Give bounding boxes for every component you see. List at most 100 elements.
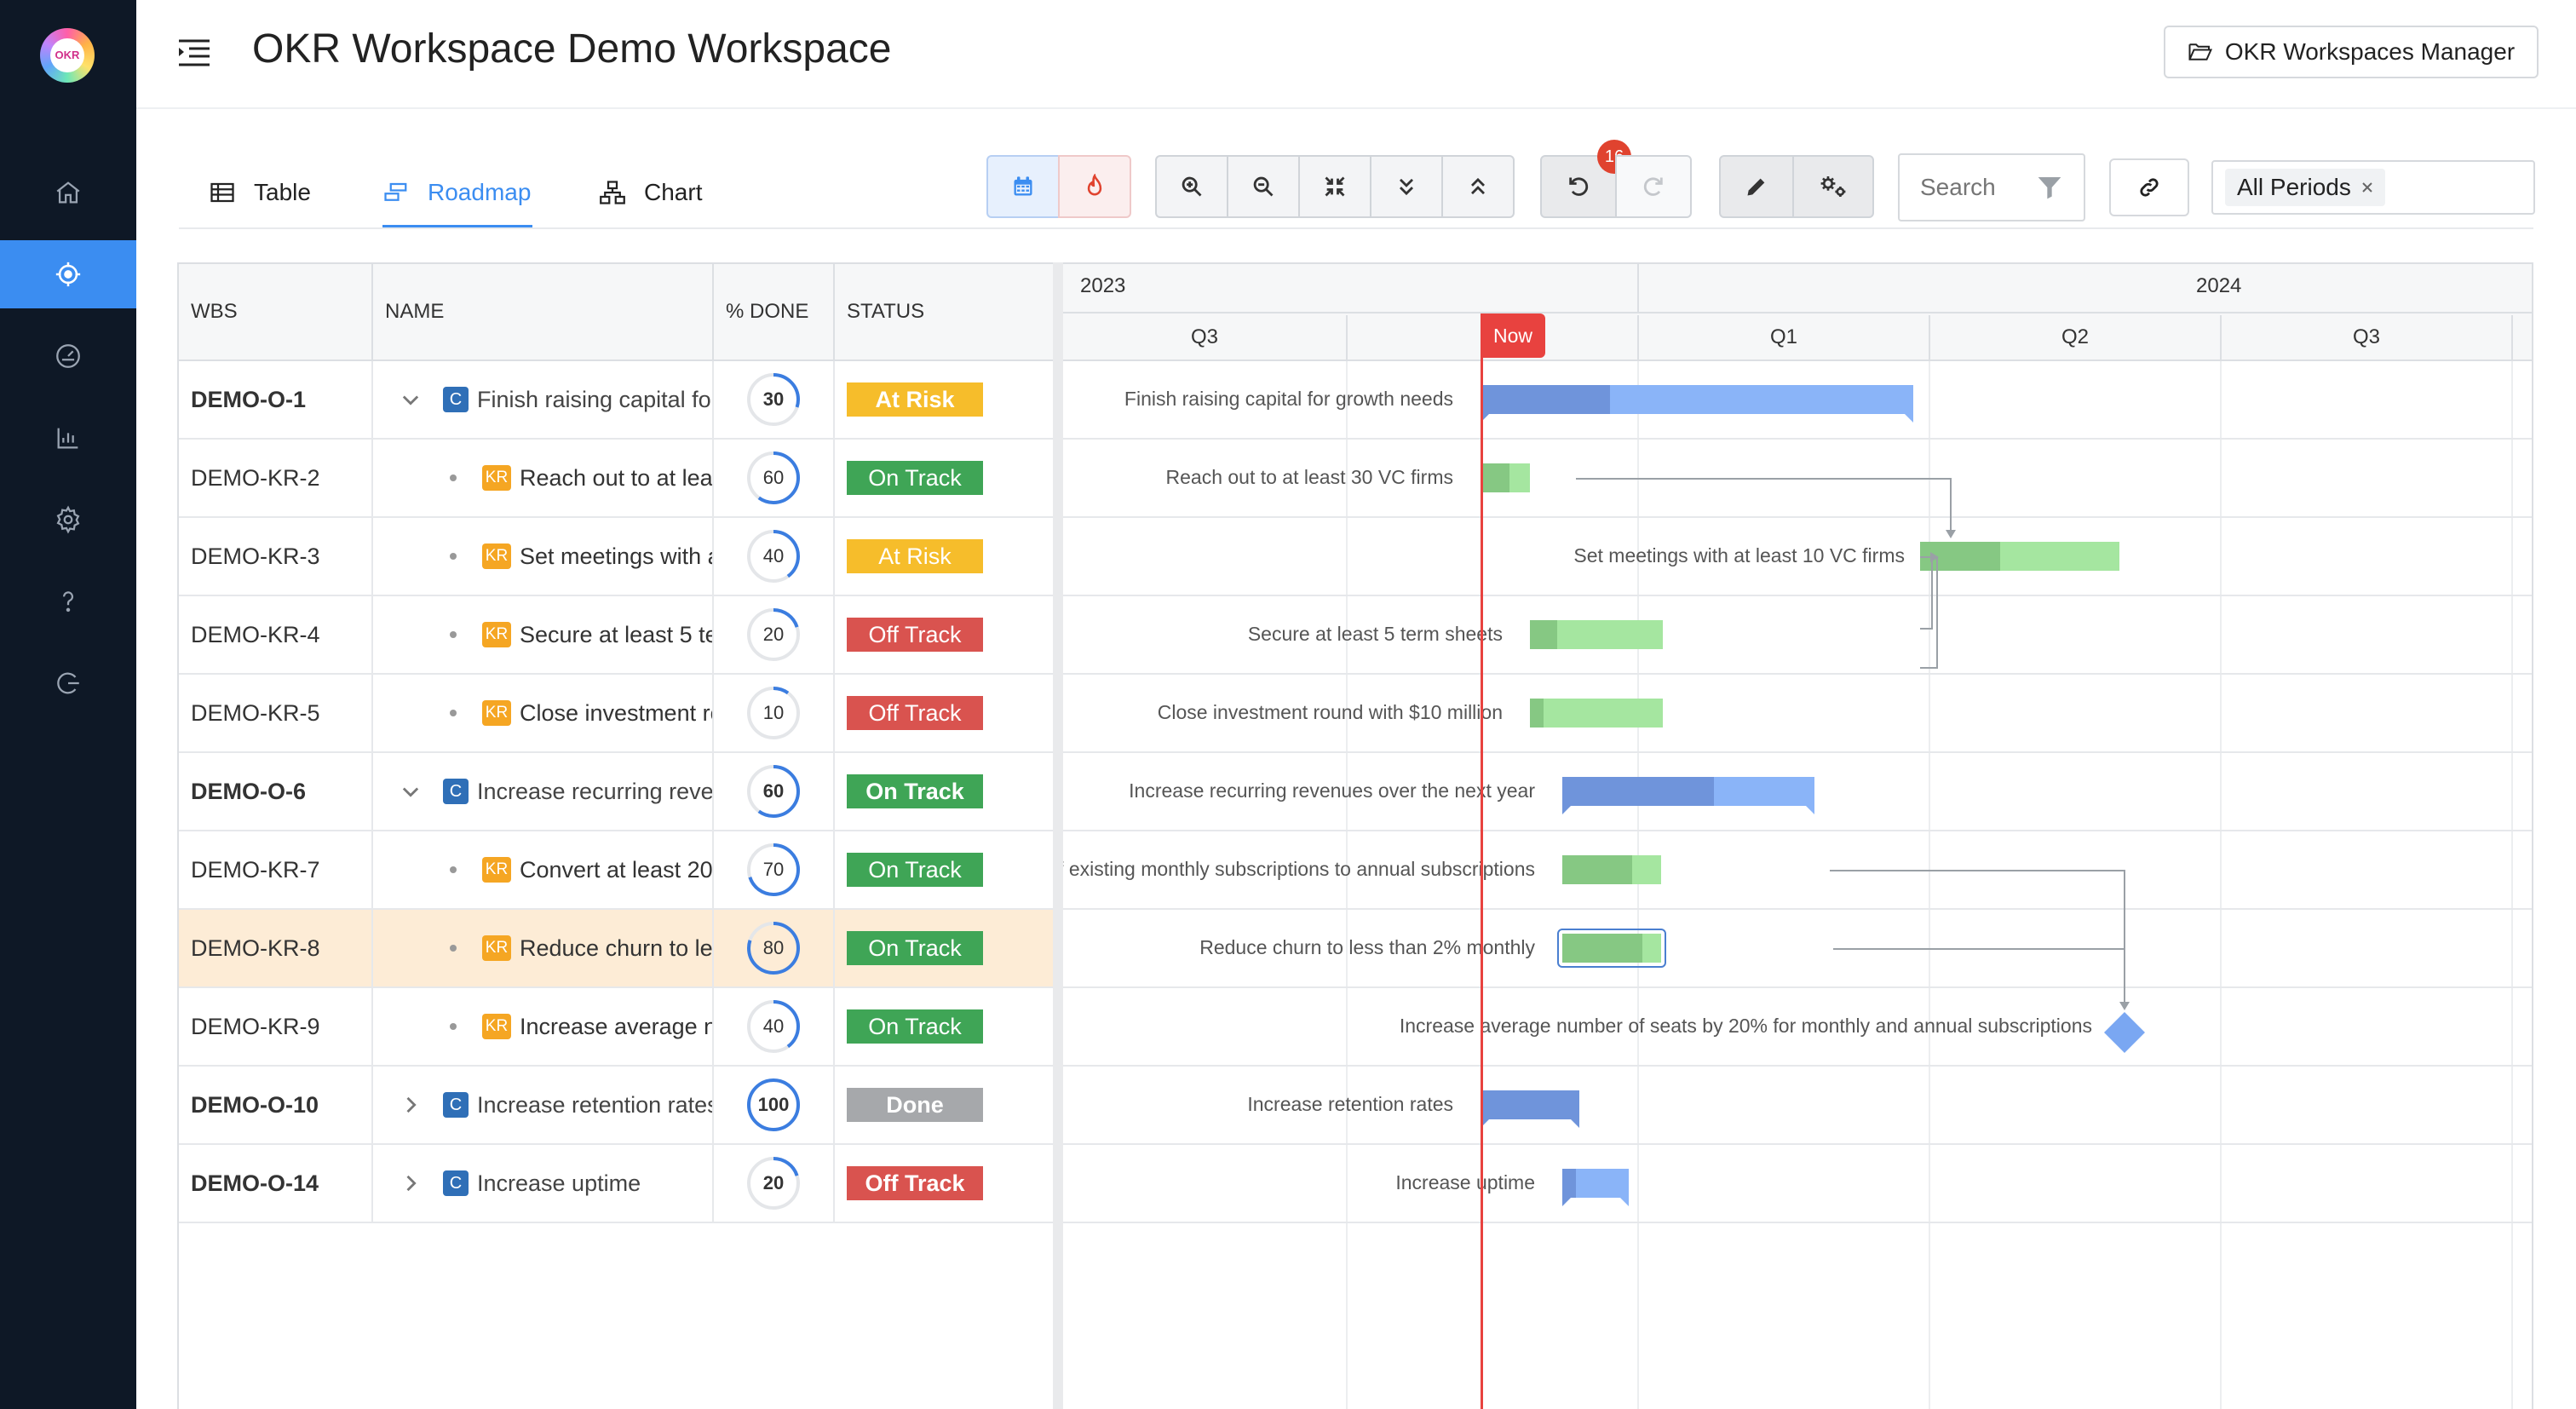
- name-cell[interactable]: C Increase uptime: [373, 1145, 714, 1222]
- calendar-view-button[interactable]: [986, 155, 1060, 218]
- objective-bar[interactable]: [1562, 777, 1814, 814]
- expand-all-button[interactable]: [1370, 155, 1443, 218]
- name-cell[interactable]: C Finish raising capital for growth needs: [373, 361, 714, 438]
- table-row[interactable]: DEMO-O-14 C Increase uptime 20 Off Track: [179, 1145, 1055, 1223]
- gridline: [1929, 361, 1930, 1409]
- name-cell[interactable]: KR Close investment round with $10 millio…: [373, 675, 714, 751]
- redo-button[interactable]: [1615, 155, 1692, 218]
- search-box[interactable]: [1898, 153, 2085, 221]
- table-row[interactable]: DEMO-KR-7 KR Convert at least 20% of exist…: [179, 831, 1055, 910]
- chevron-right-icon[interactable]: [399, 1093, 423, 1117]
- gantt-row-divider: [1063, 516, 2532, 518]
- status-cell[interactable]: Done: [835, 1067, 1055, 1143]
- chevron-down-icon[interactable]: [399, 779, 423, 803]
- remove-tag-icon[interactable]: [2361, 181, 2373, 193]
- filter-icon[interactable]: [2036, 174, 2063, 201]
- okr-name: Increase recurring revenues over the nex…: [477, 778, 714, 804]
- column-header-wbs[interactable]: WBS: [179, 264, 373, 359]
- nav-reports[interactable]: [0, 404, 136, 472]
- key-result-type-badge: KR: [482, 857, 511, 883]
- objective-bar[interactable]: [1562, 1169, 1629, 1206]
- name-cell[interactable]: KR Increase average number of seats by 20…: [373, 988, 714, 1065]
- search-input[interactable]: [1920, 174, 2031, 201]
- status-cell[interactable]: At Risk: [835, 518, 1055, 595]
- column-header-name[interactable]: NAME: [373, 264, 714, 359]
- nav-help[interactable]: [0, 567, 136, 635]
- table-row[interactable]: DEMO-KR-4 KR Secure at least 5 term sheets…: [179, 596, 1055, 675]
- fit-to-screen-button[interactable]: [1298, 155, 1371, 218]
- nav-home[interactable]: [0, 158, 136, 227]
- gears-icon: [1820, 176, 1846, 197]
- name-cell[interactable]: C Increase recurring revenues over the ne…: [373, 753, 714, 830]
- key-result-bar[interactable]: [1481, 463, 1530, 492]
- key-result-bar[interactable]: [1530, 699, 1663, 728]
- folder-open-icon: [2188, 43, 2212, 60]
- progress-ring: 80: [745, 920, 802, 976]
- tab-chart[interactable]: Chart: [600, 157, 702, 228]
- key-result-bar[interactable]: [1920, 542, 2119, 571]
- zoom-in-button[interactable]: [1155, 155, 1228, 218]
- status-cell[interactable]: At Risk: [835, 361, 1055, 438]
- table-row[interactable]: DEMO-KR-5 KR Close investment round with $…: [179, 675, 1055, 753]
- share-link-button[interactable]: [2109, 158, 2189, 216]
- name-cell[interactable]: KR Reduce churn to less than 2% monthly: [373, 910, 714, 986]
- name-cell[interactable]: KR Convert at least 20% of existing month…: [373, 831, 714, 908]
- name-cell[interactable]: KR Secure at least 5 term sheets: [373, 596, 714, 673]
- pane-splitter[interactable]: [1053, 262, 1063, 1409]
- status-cell[interactable]: On Track: [835, 910, 1055, 986]
- column-header-done[interactable]: % DONE: [714, 264, 835, 359]
- status-cell[interactable]: Off Track: [835, 1145, 1055, 1222]
- menu-toggle-button[interactable]: [175, 37, 213, 68]
- table-row[interactable]: DEMO-O-10 C Increase retention rates 100 Don…: [179, 1067, 1055, 1145]
- zoom-out-button[interactable]: [1227, 155, 1300, 218]
- nav-dashboard[interactable]: [0, 322, 136, 390]
- gear-icon: [56, 505, 80, 534]
- key-result-type-badge: KR: [482, 465, 511, 491]
- table-row[interactable]: DEMO-O-6 C Increase recurring revenues ove…: [179, 753, 1055, 831]
- edit-button[interactable]: [1719, 155, 1794, 218]
- key-result-type-badge: KR: [482, 935, 511, 961]
- period-filter[interactable]: All Periods: [2211, 160, 2535, 215]
- status-cell[interactable]: On Track: [835, 988, 1055, 1065]
- dashboard-gauge-icon: [56, 344, 80, 368]
- key-result-bar[interactable]: [1562, 855, 1661, 884]
- critical-path-button[interactable]: [1058, 155, 1131, 218]
- now-marker-label: Now: [1481, 313, 1545, 358]
- table-row[interactable]: DEMO-KR-9 KR Increase average number of se…: [179, 988, 1055, 1067]
- status-cell[interactable]: On Track: [835, 831, 1055, 908]
- status-cell[interactable]: Off Track: [835, 675, 1055, 751]
- tab-table[interactable]: Table: [210, 157, 311, 228]
- table-row[interactable]: DEMO-O-1 C Finish raising capital for grow…: [179, 361, 1055, 440]
- nav-logout[interactable]: [0, 649, 136, 717]
- selected-bar-outline: [1557, 929, 1666, 968]
- objective-bar[interactable]: [1481, 385, 1913, 423]
- app-logo[interactable]: OKR: [40, 28, 95, 83]
- table-row[interactable]: DEMO-KR-2 KR Reach out to at least 30 VC f…: [179, 440, 1055, 518]
- column-header-status[interactable]: STATUS: [847, 300, 925, 323]
- objective-type-badge: C: [443, 1092, 469, 1118]
- menu-collapse-icon: [179, 39, 210, 66]
- status-cell[interactable]: Off Track: [835, 596, 1055, 673]
- status-cell[interactable]: On Track: [835, 440, 1055, 516]
- tab-roadmap[interactable]: Roadmap: [383, 157, 531, 228]
- chevron-down-icon[interactable]: [399, 388, 423, 411]
- nav-objectives[interactable]: [0, 240, 136, 308]
- progress-ring: 20: [745, 607, 802, 663]
- status-cell[interactable]: On Track: [835, 753, 1055, 830]
- table-row[interactable]: DEMO-KR-3 KR Set meetings with at least 10…: [179, 518, 1055, 596]
- roadmap-icon: [384, 182, 407, 201]
- name-cell[interactable]: C Increase retention rates: [373, 1067, 714, 1143]
- name-cell[interactable]: KR Reach out to at least 30 VC firms: [373, 440, 714, 516]
- nav-settings[interactable]: [0, 486, 136, 554]
- workspaces-manager-button[interactable]: OKR Workspaces Manager: [2164, 26, 2539, 78]
- key-result-bar[interactable]: [1562, 934, 1661, 963]
- settings-button[interactable]: [1792, 155, 1874, 218]
- name-cell[interactable]: KR Set meetings with at least 10 VC firms: [373, 518, 714, 595]
- objective-bar[interactable]: [1481, 1090, 1579, 1128]
- key-result-bar[interactable]: [1530, 620, 1663, 649]
- table-row[interactable]: DEMO-KR-8 KR Reduce churn to less than 2% …: [179, 910, 1055, 988]
- status-badge: On Track: [847, 774, 983, 808]
- chevron-right-icon[interactable]: [399, 1171, 423, 1195]
- gridline: [1637, 361, 1639, 1409]
- collapse-all-button[interactable]: [1441, 155, 1515, 218]
